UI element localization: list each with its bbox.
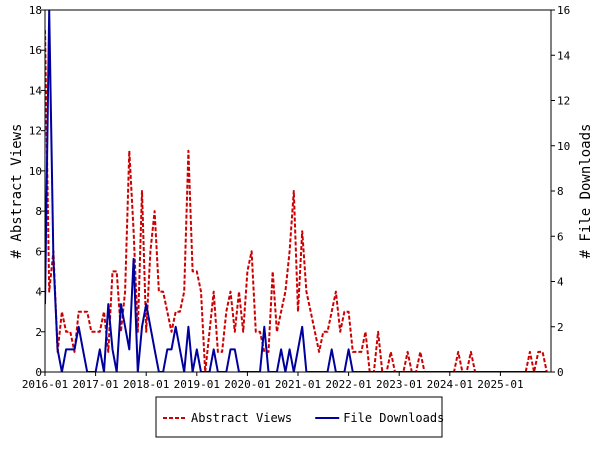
- x-tick-label: 2017-01: [72, 378, 118, 391]
- x-tick-label: 2016-01: [22, 378, 68, 391]
- legend-label-abstract-views: Abstract Views: [191, 411, 292, 425]
- series-line-file-downloads: [45, 10, 547, 372]
- y-right-tick-label: 6: [557, 230, 564, 243]
- y-right-tick-label: 8: [557, 185, 564, 198]
- x-tick-label: 2021-01: [275, 378, 321, 391]
- y-left-tick-label: 10: [29, 165, 42, 178]
- x-tick-label: 2025-01: [477, 378, 523, 391]
- x-tick-label: 2020-01: [224, 378, 270, 391]
- y-left-tick-label: 16: [29, 44, 42, 57]
- y-left-tick-label: 0: [35, 366, 42, 379]
- legend: Abstract Views File Downloads: [155, 396, 444, 438]
- x-tick-label: 2023-01: [376, 378, 422, 391]
- y-left-tick-label: 4: [35, 286, 42, 299]
- x-tick-label: 2024-01: [427, 378, 473, 391]
- y-right-tick-label: 16: [557, 4, 570, 17]
- y-right-tick-label: 12: [557, 95, 570, 108]
- series-layer: [45, 10, 548, 372]
- x-tick-label: 2022-01: [325, 378, 371, 391]
- y-left-tick-label: 14: [29, 84, 43, 97]
- y-left-tick-label: 18: [29, 4, 42, 17]
- y-right-tick-label: 4: [557, 276, 564, 289]
- y-left-tick-label: 12: [29, 125, 42, 138]
- y-left-tick-label: 6: [35, 245, 42, 258]
- y-right-tick-label: 0: [557, 366, 564, 379]
- y-right-tick-label: 2: [557, 321, 564, 334]
- y-right-tick-label: 14: [557, 49, 571, 62]
- legend-box: [155, 396, 443, 438]
- y-left-tick-label: 8: [35, 205, 42, 218]
- legend-label-file-downloads: File Downloads: [343, 411, 444, 425]
- series-line-abstract-views: [45, 30, 548, 372]
- y-axis-right-title: # File Downloads: [578, 124, 594, 259]
- y-right-tick-label: 10: [557, 140, 570, 153]
- y-left-tick-label: 2: [35, 326, 42, 339]
- axes-layer: 0 2 4 6 8 10 12 14 16 18 0 2 4 6 8 10 12 14 16 2016-01 2017-…: [22, 4, 571, 391]
- x-tick-label: 2018-01: [123, 378, 169, 391]
- x-tick-label: 2019-01: [174, 378, 220, 391]
- y-axis-left-title: # Abstract Views: [9, 124, 25, 259]
